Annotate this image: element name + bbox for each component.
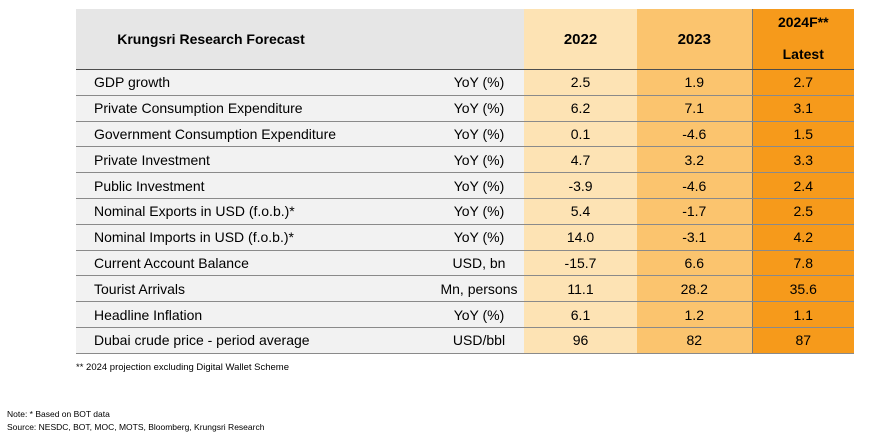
value-2022: 6.1	[524, 301, 637, 328]
table-row: Public Investment YoY (%) -3.9 -4.6 2.4	[76, 172, 854, 199]
row-unit: YoY (%)	[406, 95, 524, 122]
row-name: Public Investment	[76, 172, 406, 199]
value-2023: 1.2	[637, 301, 752, 328]
value-2022: 5.4	[524, 198, 637, 225]
row-unit: Mn, persons	[406, 275, 524, 303]
year-2022-header: 2022	[524, 9, 637, 70]
value-2024: 2.4	[751, 172, 854, 199]
value-2023: -4.6	[637, 172, 752, 199]
value-2024: 4.2	[751, 224, 854, 251]
projection-footnote: ** 2024 projection excluding Digital Wal…	[76, 362, 289, 373]
source-note: Source: NESDC, BOT, MOC, MOTS, Bloomberg…	[7, 422, 265, 432]
table-header-row: Krungsri Research Forecast 2022 2023 202…	[76, 9, 854, 70]
table-row: Dubai crude price - period average USD/bb…	[76, 327, 854, 354]
latest-label: Latest	[782, 46, 824, 62]
value-2024: 3.3	[751, 146, 854, 174]
value-2022: 6.2	[524, 95, 637, 122]
value-2022: 0.1	[524, 121, 637, 148]
value-2023: 28.2	[637, 275, 752, 303]
value-2023: -1.7	[637, 198, 752, 225]
value-2022: 96	[524, 327, 637, 354]
table-row: Government Consumption Expenditure YoY (%…	[76, 121, 854, 148]
row-unit: YoY (%)	[406, 198, 524, 225]
row-unit: YoY (%)	[406, 121, 524, 148]
row-name: Headline Inflation	[76, 301, 406, 328]
row-unit: YoY (%)	[406, 146, 524, 174]
row-unit: USD, bn	[406, 250, 524, 277]
table-row: Headline Inflation YoY (%) 6.1 1.2 1.1	[76, 301, 854, 328]
table-row: Private Consumption Expenditure YoY (%) 6.…	[76, 95, 854, 122]
row-name: Dubai crude price - period average	[76, 327, 406, 354]
table-row: Nominal Exports in USD (f.o.b.)* YoY (%) 5…	[76, 198, 854, 225]
row-name: Private Consumption Expenditure	[76, 95, 406, 122]
row-unit: USD/bbl	[406, 327, 524, 354]
row-name: Tourist Arrivals	[76, 275, 406, 303]
value-2023: -4.6	[637, 121, 752, 148]
table-row: GDP growth YoY (%) 2.5 1.9 2.7	[76, 69, 854, 96]
row-name: Private Investment	[76, 146, 406, 174]
unit-header	[406, 9, 524, 70]
value-2024: 35.6	[751, 275, 854, 303]
value-2023: 7.1	[637, 95, 752, 122]
year-2024-label: 2024F**	[777, 14, 829, 30]
table-row: Current Account Balance USD, bn -15.7 6.6 7.…	[76, 250, 854, 277]
table-row: Nominal Imports in USD (f.o.b.)* YoY (%) 1…	[76, 224, 854, 251]
year-2023-header: 2023	[637, 9, 752, 70]
value-2024: 2.5	[751, 198, 854, 225]
row-name: Current Account Balance	[76, 250, 406, 277]
value-2024: 3.1	[751, 95, 854, 122]
table-row: Private Investment YoY (%) 4.7 3.2 3.3	[76, 146, 854, 174]
value-2022: -15.7	[524, 250, 637, 277]
value-2022: 14.0	[524, 224, 637, 251]
value-2024: 1.1	[751, 301, 854, 328]
value-2024: 7.8	[751, 250, 854, 277]
row-name: GDP growth	[76, 69, 406, 96]
value-2023: 1.9	[637, 69, 752, 96]
value-2022: 4.7	[524, 146, 637, 174]
row-unit: YoY (%)	[406, 172, 524, 199]
value-2023: 3.2	[637, 146, 752, 174]
value-2023: -3.1	[637, 224, 752, 251]
row-name: Nominal Imports in USD (f.o.b.)*	[76, 224, 406, 251]
row-unit: YoY (%)	[406, 69, 524, 96]
year-2024-header: 2024F** Latest	[751, 9, 854, 70]
row-name: Government Consumption Expenditure	[76, 121, 406, 148]
row-unit: YoY (%)	[406, 301, 524, 328]
value-2023: 6.6	[637, 250, 752, 277]
table-title: Krungsri Research Forecast	[76, 9, 406, 70]
value-2024: 87	[751, 327, 854, 354]
value-2024: 2.7	[751, 69, 854, 96]
row-name: Nominal Exports in USD (f.o.b.)*	[76, 198, 406, 225]
value-2022: 2.5	[524, 69, 637, 96]
forecast-table: Krungsri Research Forecast 2022 2023 202…	[76, 9, 854, 354]
value-2022: -3.9	[524, 172, 637, 199]
value-2022: 11.1	[524, 275, 637, 303]
row-unit: YoY (%)	[406, 224, 524, 251]
data-note: Note: * Based on BOT data	[7, 409, 110, 419]
table-row: Tourist Arrivals Mn, persons 11.1 28.2 35.6	[76, 275, 854, 303]
value-2023: 82	[637, 327, 752, 354]
value-2024: 1.5	[751, 121, 854, 148]
